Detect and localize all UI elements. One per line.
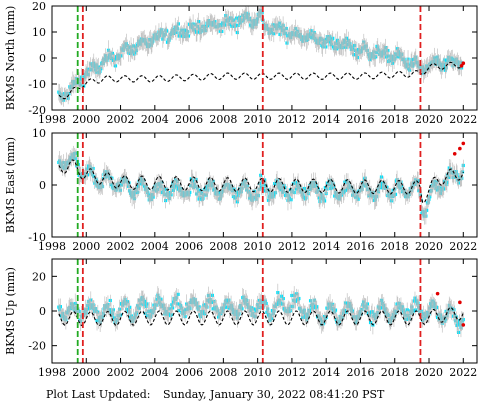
x-tick-label: 2016	[346, 113, 374, 126]
x-tick-label: 2020	[415, 240, 443, 253]
recent-point	[435, 291, 440, 296]
y-tick-label: -10	[28, 231, 46, 244]
y-tick-label: -20	[28, 340, 46, 353]
x-tick-label: 2014	[312, 113, 340, 126]
x-tick-label: 2006	[175, 366, 203, 379]
x-tick-label: 1998	[38, 240, 66, 253]
recent-point	[458, 146, 462, 151]
x-tick-label: 2004	[141, 113, 169, 126]
x-tick-label: 2000	[72, 113, 100, 126]
y-tick-label: 10	[32, 26, 46, 39]
footer-datetime: Sunday, January 30, 2022 08:41:20 PST	[163, 388, 385, 401]
panel-north: -20 -10 0 10 20 1998 2000 2002 2004 2006 2008 2010 2…	[4, 0, 478, 126]
x-tick-label: 2016	[346, 240, 374, 253]
x-tick-label: 2022	[449, 240, 477, 253]
x-tick-label: 2012	[278, 240, 306, 253]
panel-up: -20 0 20 1998 2000 2002 2004 2006 2008 2010 2012 20…	[4, 258, 478, 379]
recent-point	[459, 64, 464, 68]
x-tick-label: 2008	[209, 113, 237, 126]
y-tick-label: -10	[28, 78, 46, 91]
plot-area-up	[57, 283, 466, 338]
error-bars-up	[58, 283, 464, 338]
y-tick-label: -20	[28, 104, 46, 117]
recent-point	[458, 300, 462, 305]
y-tick-label: 20	[32, 0, 46, 13]
x-tick-label: 2010	[244, 240, 272, 253]
x-tick-label: 2010	[244, 366, 272, 379]
x-tick-label: 2000	[72, 366, 100, 379]
x-tick-label: 2020	[415, 113, 443, 126]
observations-east	[57, 151, 465, 218]
x-tick-label: 2020	[415, 366, 443, 379]
y-tick-label: 0	[39, 179, 46, 192]
x-tick-label: 2002	[107, 366, 135, 379]
x-tick-label: 2008	[209, 240, 237, 253]
x-tick-label: 2004	[141, 366, 169, 379]
model-curve-up	[58, 306, 464, 327]
x-tick-label: 2012	[278, 366, 306, 379]
y-axis-title-east: BKMS East (mm)	[4, 137, 17, 233]
y-axis-title-up: BKMS Up (mm)	[4, 267, 17, 355]
y-tick-label: 10	[32, 127, 46, 140]
x-tick-label: 2018	[381, 366, 409, 379]
x-tick-label: 2012	[278, 113, 306, 126]
x-tick-label: 2006	[175, 113, 203, 126]
observations-up	[57, 290, 465, 334]
model-curve-east	[58, 159, 464, 203]
x-tick-label: 1998	[38, 366, 66, 379]
x-tick-label: 2008	[209, 366, 237, 379]
recent-point	[461, 141, 466, 146]
panel-east: -10 0 10 1998 2000 2002 2004 2006 2008 2010 2012 20…	[4, 127, 478, 253]
y-tick-label: 0	[39, 305, 46, 318]
footer-label: Plot Last Updated:	[46, 388, 150, 401]
y-tick-label: 20	[32, 270, 46, 283]
recent-point	[461, 323, 466, 327]
x-tick-label: 2016	[346, 366, 374, 379]
recent-point	[461, 61, 466, 65]
observations-north	[57, 9, 464, 102]
x-tick-label: 2022	[449, 366, 477, 379]
x-tick-label: 2018	[381, 113, 409, 126]
x-tick-label: 2000	[72, 240, 100, 253]
plot-area-east	[57, 141, 466, 225]
x-tick-label: 2018	[381, 240, 409, 253]
x-tick-label: 2002	[107, 240, 135, 253]
x-tick-label: 2014	[312, 366, 340, 379]
x-tick-label: 2022	[449, 113, 477, 126]
x-tick-label: 1998	[38, 113, 66, 126]
y-tick-label: 0	[39, 52, 46, 65]
recent-point	[452, 152, 457, 156]
y-axis-title-north: BKMS North (mm)	[4, 6, 17, 111]
error-bars-north	[58, 6, 462, 107]
x-tick-label: 2004	[141, 240, 169, 253]
x-tick-label: 2014	[312, 240, 340, 253]
x-tick-label: 2006	[175, 240, 203, 253]
x-tick-label: 2010	[244, 113, 272, 126]
x-tick-label: 2002	[107, 113, 135, 126]
plot-area-north	[57, 6, 466, 107]
model-curve-north	[58, 61, 464, 100]
